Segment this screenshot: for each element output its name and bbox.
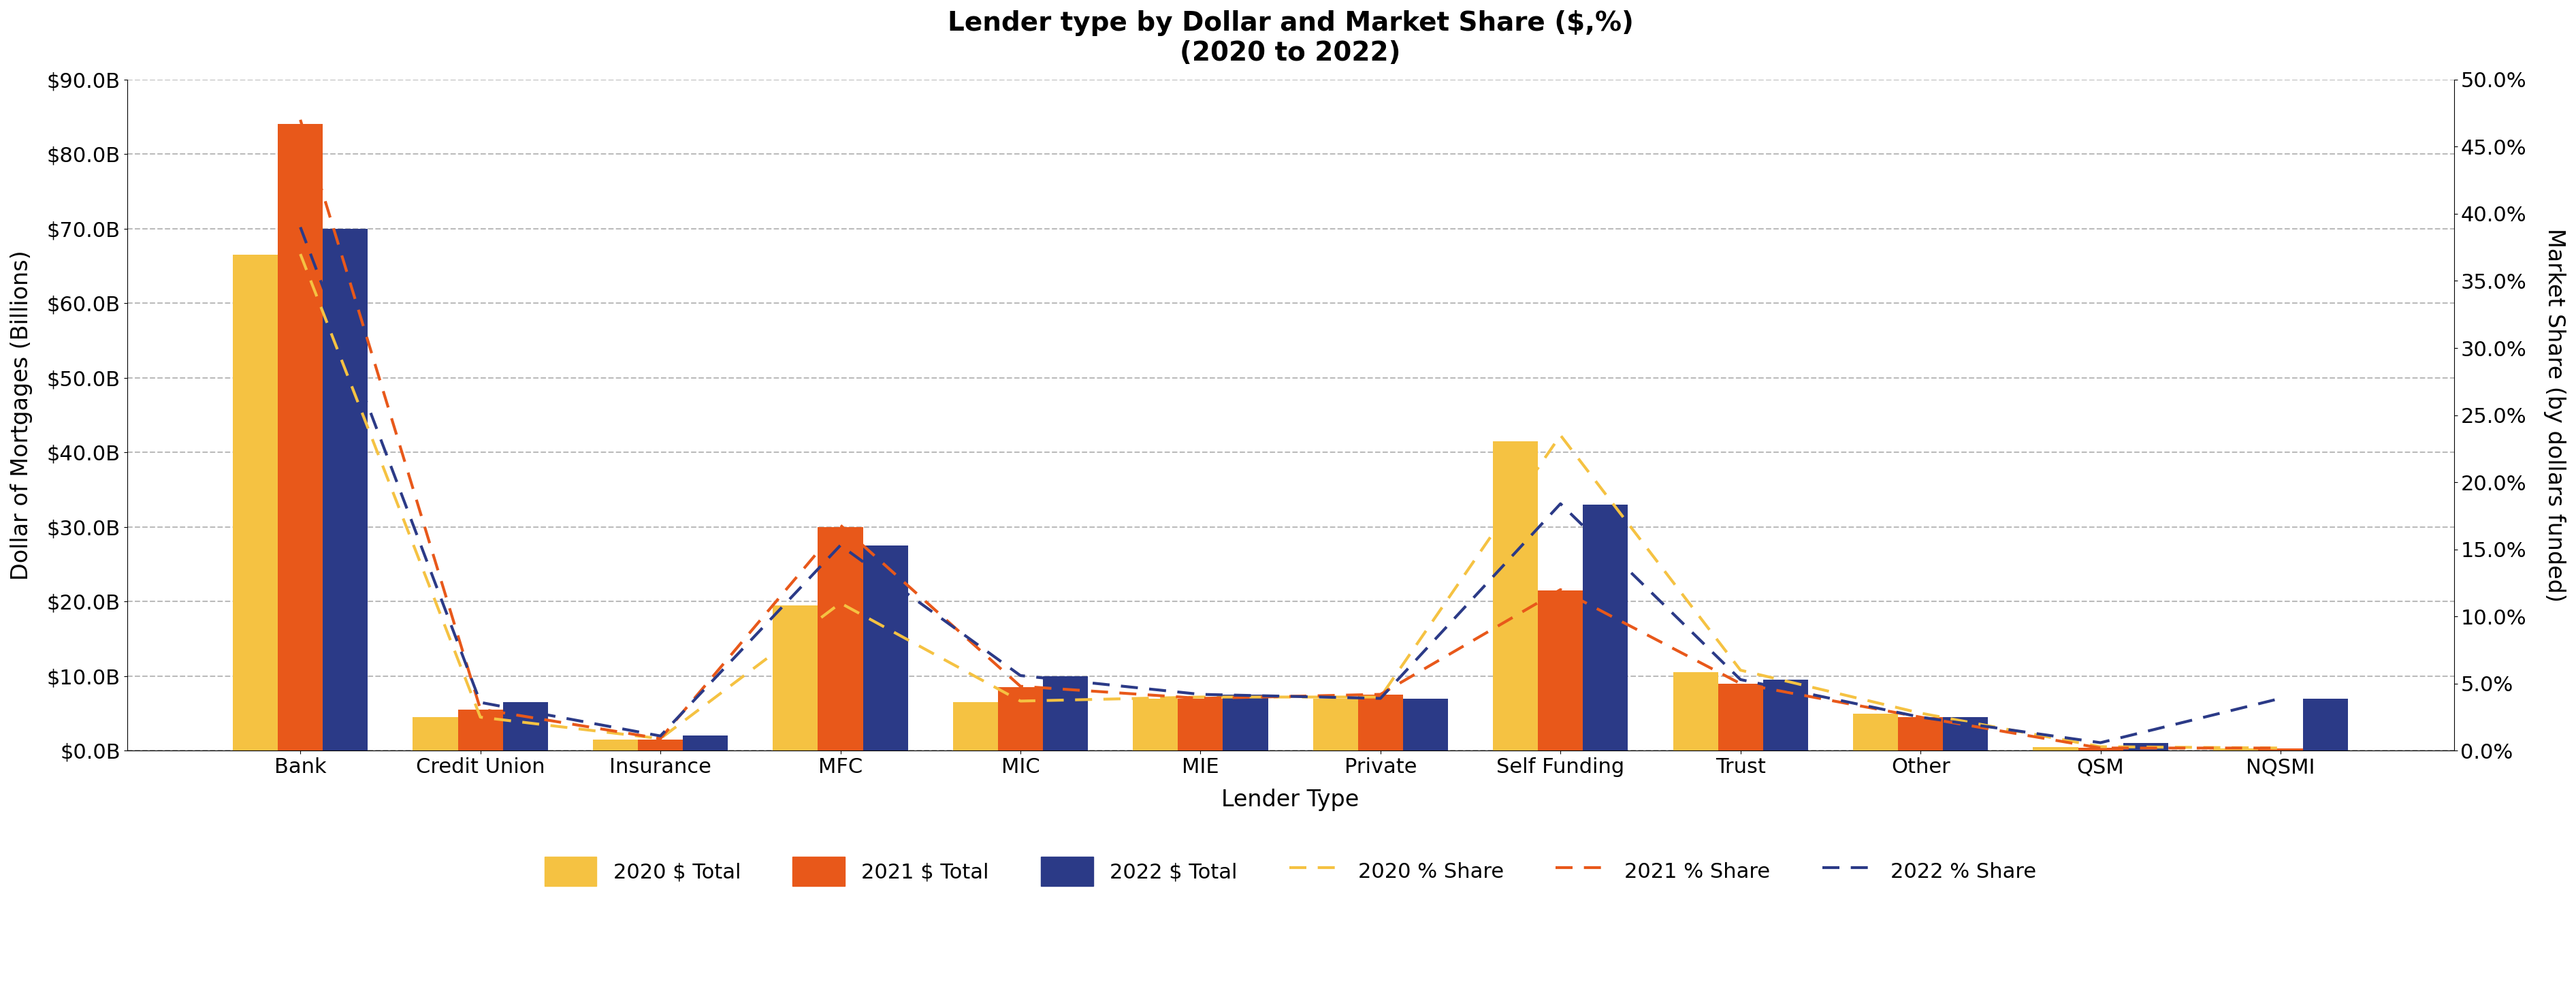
Legend: 2020 $ Total, 2021 $ Total, 2022 $ Total, 2020 % Share, 2021 % Share, 2022 % Sha: 2020 $ Total, 2021 $ Total, 2022 $ Total… <box>536 848 2045 894</box>
2020 % Share <box>1005 695 1036 707</box>
2021 % Share <box>1365 688 1396 700</box>
Bar <box>1762 680 1808 751</box>
2020 % Share <box>1365 691 1396 703</box>
2022 % Share <box>1726 674 1757 686</box>
Bar <box>2123 744 2169 751</box>
Bar <box>1672 672 1718 751</box>
2021 % Share <box>464 703 495 715</box>
2021 % Share <box>1906 711 1937 723</box>
2021 % Share <box>2084 742 2115 754</box>
Bar <box>819 527 863 751</box>
2022 % Share <box>1906 711 1937 723</box>
Bar <box>1494 442 1538 751</box>
2020 % Share <box>464 711 495 723</box>
Bar <box>997 687 1043 751</box>
2022 % Share <box>2264 692 2295 704</box>
2022 % Share <box>1005 670 1036 682</box>
Bar <box>1584 504 1628 751</box>
Bar <box>2259 749 2303 751</box>
2020 % Share <box>644 733 675 745</box>
Y-axis label: Dollar of Mortgages (Billions): Dollar of Mortgages (Billions) <box>10 250 33 580</box>
Bar <box>502 702 549 751</box>
2021 % Share <box>286 114 317 126</box>
2022 % Share <box>824 539 855 551</box>
Line: 2022 % Share: 2022 % Share <box>301 227 2280 743</box>
Bar <box>412 717 459 751</box>
2022 % Share <box>1185 688 1216 700</box>
2020 % Share <box>2084 741 2115 753</box>
2021 % Share <box>644 733 675 745</box>
2022 % Share <box>286 221 317 233</box>
Bar <box>2303 699 2349 751</box>
Bar <box>1177 699 1224 751</box>
Bar <box>1852 714 1899 751</box>
2020 % Share <box>1546 430 1577 442</box>
Bar <box>1538 590 1584 751</box>
Bar <box>773 605 819 751</box>
2021 % Share <box>2264 742 2295 754</box>
Bar <box>2079 748 2123 751</box>
Bar <box>1043 676 1087 751</box>
Bar <box>1942 717 1989 751</box>
2022 % Share <box>1365 692 1396 704</box>
2021 % Share <box>1185 692 1216 704</box>
Bar <box>1358 695 1404 751</box>
Bar <box>863 545 907 751</box>
Bar <box>592 740 639 751</box>
Bar <box>1133 699 1177 751</box>
Bar <box>1899 717 1942 751</box>
Bar <box>1314 699 1358 751</box>
Bar <box>1224 695 1267 751</box>
2020 % Share <box>286 248 317 260</box>
Line: 2020 % Share: 2020 % Share <box>301 254 2280 748</box>
Bar <box>232 255 278 751</box>
2020 % Share <box>1185 691 1216 703</box>
Bar <box>322 228 368 751</box>
Bar <box>683 736 729 751</box>
Bar <box>2032 747 2079 751</box>
2021 % Share <box>1726 678 1757 690</box>
Line: 2021 % Share: 2021 % Share <box>301 120 2280 748</box>
X-axis label: Lender Type: Lender Type <box>1221 789 1360 811</box>
Y-axis label: Market Share (by dollars funded): Market Share (by dollars funded) <box>2543 228 2566 602</box>
2020 % Share <box>1726 664 1757 676</box>
Bar <box>639 740 683 751</box>
Bar <box>459 710 502 751</box>
2022 % Share <box>2084 737 2115 749</box>
Bar <box>1718 684 1762 751</box>
2022 % Share <box>644 730 675 742</box>
2020 % Share <box>824 597 855 609</box>
2021 % Share <box>824 519 855 531</box>
Title: Lender type by Dollar and Market Share ($,%)
(2020 to 2022): Lender type by Dollar and Market Share (… <box>948 10 1633 66</box>
Bar <box>278 125 322 751</box>
Bar <box>2213 749 2259 751</box>
2021 % Share <box>1546 583 1577 595</box>
2020 % Share <box>1906 707 1937 719</box>
2022 % Share <box>1546 498 1577 509</box>
2020 % Share <box>2264 742 2295 754</box>
2021 % Share <box>1005 680 1036 692</box>
Bar <box>1404 699 1448 751</box>
Bar <box>953 702 997 751</box>
2022 % Share <box>464 697 495 709</box>
